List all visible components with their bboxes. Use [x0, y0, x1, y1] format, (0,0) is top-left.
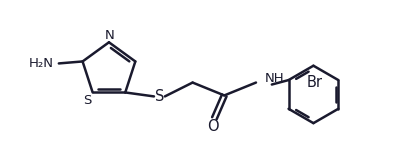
- Text: Br: Br: [306, 75, 322, 90]
- Text: H₂N: H₂N: [29, 57, 54, 70]
- Text: S: S: [83, 94, 92, 107]
- Text: NH: NH: [265, 72, 285, 85]
- Text: S: S: [155, 89, 165, 104]
- Text: N: N: [105, 29, 115, 42]
- Text: O: O: [208, 119, 219, 134]
